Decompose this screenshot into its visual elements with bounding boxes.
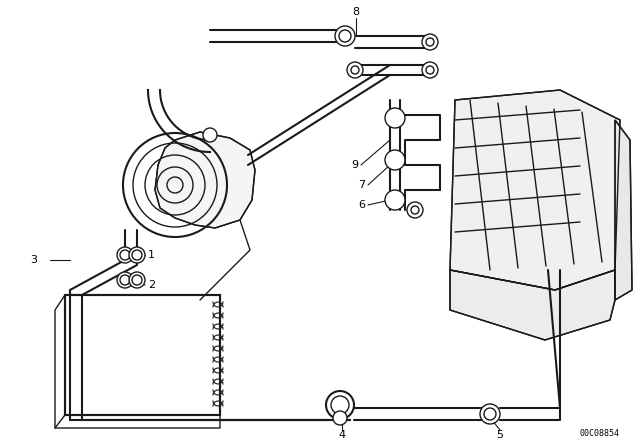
- Polygon shape: [450, 270, 615, 340]
- Circle shape: [333, 411, 347, 425]
- Polygon shape: [155, 132, 255, 228]
- Circle shape: [117, 272, 133, 288]
- Text: 9: 9: [351, 160, 358, 170]
- Circle shape: [129, 272, 145, 288]
- Polygon shape: [450, 90, 620, 290]
- Text: 8: 8: [353, 7, 360, 17]
- Text: 4: 4: [339, 430, 346, 440]
- Circle shape: [385, 190, 405, 210]
- Circle shape: [347, 62, 363, 78]
- Circle shape: [422, 62, 438, 78]
- Circle shape: [480, 404, 500, 424]
- Text: 2: 2: [148, 280, 155, 290]
- Circle shape: [117, 247, 133, 263]
- Text: 5: 5: [497, 430, 504, 440]
- Circle shape: [129, 247, 145, 263]
- Text: 1: 1: [148, 250, 155, 260]
- Circle shape: [422, 34, 438, 50]
- Circle shape: [407, 202, 423, 218]
- Text: 3: 3: [30, 255, 37, 265]
- Text: 6: 6: [358, 200, 365, 210]
- Text: 7: 7: [358, 180, 365, 190]
- Bar: [65, 295, 220, 415]
- Circle shape: [326, 391, 354, 419]
- Circle shape: [203, 128, 217, 142]
- Text: 00C08854: 00C08854: [580, 429, 620, 438]
- Bar: [65, 295, 220, 415]
- Circle shape: [335, 26, 355, 46]
- Circle shape: [385, 150, 405, 170]
- Polygon shape: [615, 120, 632, 300]
- Circle shape: [385, 108, 405, 128]
